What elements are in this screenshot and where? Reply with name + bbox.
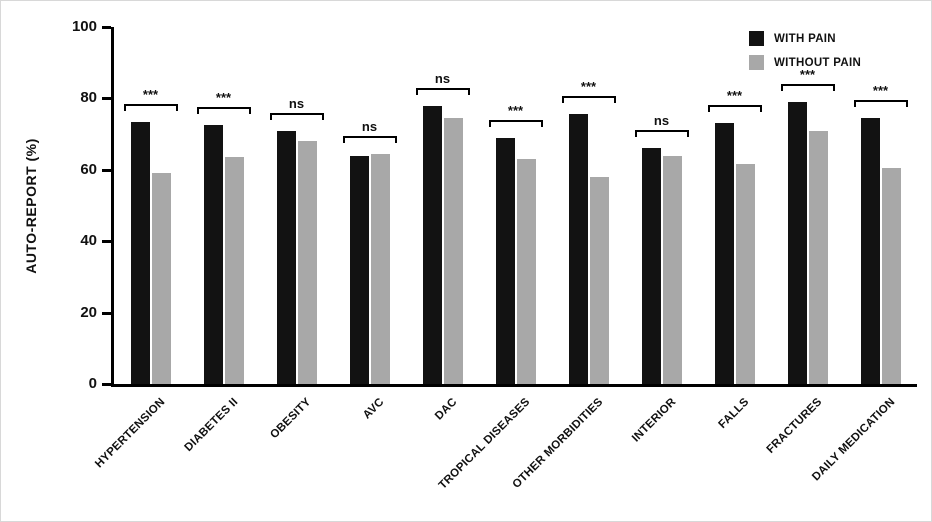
y-tick-label: 100 (71, 18, 97, 35)
y-axis-title-wrap: AUTO-REPORT (%) (5, 27, 57, 384)
significance-bracket (853, 100, 908, 108)
plot-area: *** *** ns ns ns *** *** ns *** *** *** (111, 27, 917, 387)
bar-with-pain (276, 130, 296, 384)
significance-bracket (707, 105, 762, 113)
bar-with-pain (203, 125, 223, 384)
bar-without-pain (224, 157, 244, 384)
significance-label: *** (799, 66, 816, 82)
significance-label: ns (434, 70, 451, 86)
y-tick-mark (102, 240, 111, 244)
x-axis-label: DIABETES II (182, 396, 240, 454)
significance-bracket (123, 103, 178, 111)
legend-item-with-pain: WITH PAIN (749, 31, 861, 46)
bar-without-pain (151, 173, 171, 384)
x-axis-label: DAC (432, 396, 459, 423)
y-tick-mark (102, 311, 111, 315)
significance-bracket (488, 119, 543, 127)
significance-bracket (634, 130, 689, 138)
significance-bracket (269, 112, 324, 120)
y-tick-label: 0 (88, 375, 97, 392)
significance-bracket (561, 96, 616, 104)
bar-without-pain (662, 155, 682, 384)
y-tick-mark (102, 383, 111, 386)
x-axis-label: FRACTURES (764, 396, 824, 456)
bar-without-pain (443, 118, 463, 384)
y-tick-label: 60 (80, 160, 97, 178)
significance-bracket (780, 83, 835, 91)
bar-with-pain (860, 118, 880, 384)
significance-bracket (342, 135, 397, 143)
significance-label: *** (507, 102, 524, 118)
significance-label: *** (142, 86, 159, 102)
y-tick-label: 20 (80, 303, 97, 321)
bar-without-pain (297, 141, 317, 384)
x-axis-label: AVC (360, 396, 386, 422)
significance-label: ns (288, 95, 305, 111)
significance-label: *** (726, 88, 743, 104)
x-axis-label: HYPERTENSION (92, 396, 167, 471)
bar-with-pain (714, 123, 734, 384)
significance-label: *** (215, 90, 232, 106)
bar-with-pain (349, 155, 369, 384)
legend-label-with-pain: WITH PAIN (774, 32, 836, 45)
x-axis-label: DAILY MEDICATION (809, 396, 897, 484)
bar-without-pain (589, 176, 609, 384)
legend-swatch-without-pain (749, 55, 764, 70)
bar-with-pain (495, 137, 515, 384)
significance-label: ns (653, 113, 670, 129)
x-axis-label: OBESITY (267, 396, 313, 442)
bar-without-pain (881, 168, 901, 384)
significance-bracket (415, 87, 470, 95)
bar-with-pain (130, 121, 150, 384)
x-axis-label: TROPICAL DISEASES (436, 396, 532, 492)
significance-label: *** (872, 83, 889, 99)
bar-with-pain (641, 148, 661, 384)
significance-label: *** (580, 79, 597, 95)
bar-without-pain (516, 159, 536, 384)
legend-item-without-pain: WITHOUT PAIN (749, 55, 861, 70)
y-tick-label: 80 (80, 89, 97, 107)
significance-bracket (196, 107, 251, 115)
y-tick-mark (102, 26, 111, 29)
legend-label-without-pain: WITHOUT PAIN (774, 56, 862, 69)
y-tick-mark (102, 97, 111, 101)
bar-without-pain (735, 164, 755, 384)
bar-with-pain (422, 105, 442, 384)
bar-with-pain (787, 101, 807, 384)
y-tick-mark (102, 168, 111, 172)
bar-without-pain (370, 153, 390, 384)
x-axis-label: FALLS (716, 396, 751, 431)
significance-label: ns (361, 118, 378, 134)
y-tick-label: 40 (80, 232, 97, 250)
legend: WITH PAIN WITHOUT PAIN (749, 31, 861, 70)
y-axis-title: AUTO-REPORT (%) (23, 137, 40, 274)
x-axis-label: OTHER MORBIDITIES (510, 396, 605, 491)
legend-swatch-with-pain (749, 31, 764, 46)
x-axis-label: INTERIOR (629, 396, 678, 445)
bar-without-pain (808, 130, 828, 384)
bar-with-pain (568, 114, 588, 384)
